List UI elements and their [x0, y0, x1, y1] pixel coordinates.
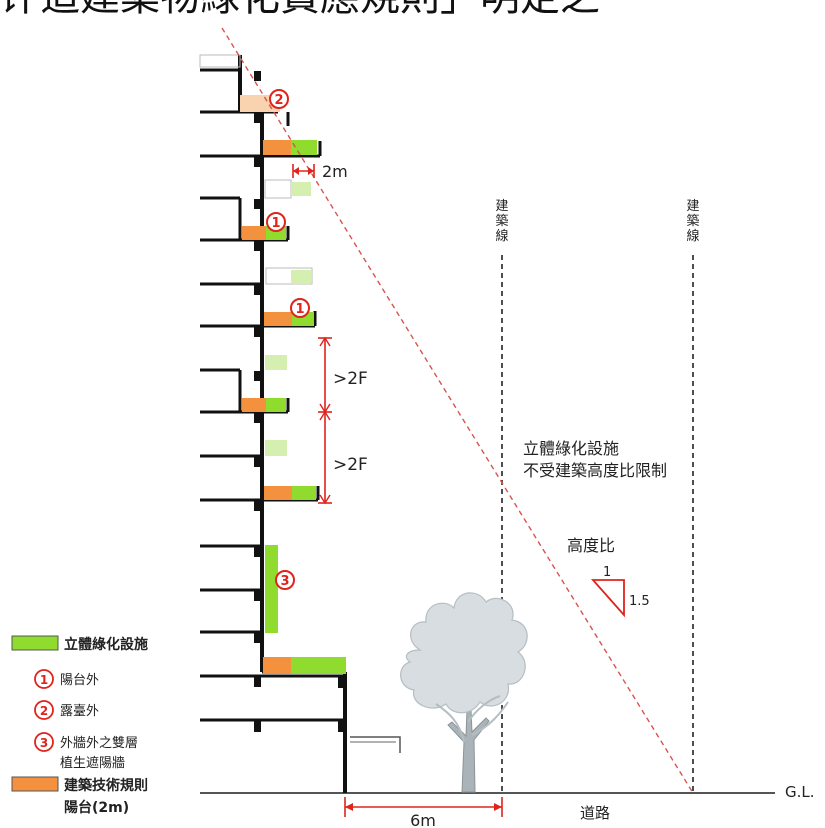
beam	[254, 501, 261, 511]
base-beam	[338, 676, 345, 688]
legend-green-swatch	[11, 635, 59, 651]
beam	[254, 327, 261, 337]
markers: 2 1 1 3	[266, 89, 310, 590]
balcony-green-light	[265, 355, 287, 370]
height-ratio-triangle	[591, 579, 625, 618]
legend-marker-3-icon	[34, 732, 54, 752]
legend-item-3-line1: 外牆外之雙層	[60, 736, 138, 751]
beam	[254, 413, 261, 423]
note-line-1: 立體綠化設施	[523, 439, 619, 458]
beam	[254, 199, 261, 209]
legend-item-3-line2: 植生遮陽牆	[60, 755, 125, 771]
legend-orange-swatch	[11, 776, 59, 792]
balcony-orange	[242, 398, 266, 412]
legend-orange-line1: 建築技術規則	[64, 777, 148, 794]
building-line-2-label: 建築線	[686, 199, 699, 244]
ratio-run: 1.5	[629, 594, 650, 609]
height-ratio-label: 高度比	[567, 536, 615, 555]
svg-text:建築線: 建築線	[686, 199, 699, 244]
legend: 立體綠化設施 1 陽台外 2 露臺外 3 外牆外之雙層 植生遮陽牆 建築技術規則…	[11, 635, 148, 816]
legend-marker-1-number: 1	[40, 673, 48, 687]
beam	[254, 157, 261, 167]
base-beam	[254, 720, 261, 732]
legend-green-label: 立體綠化設施	[64, 636, 148, 653]
dimension-2m-label: 2m	[322, 162, 348, 181]
building-line-1-label: 建築線	[495, 199, 508, 244]
legend-marker-1-icon	[34, 669, 54, 689]
roof-railing	[199, 54, 241, 68]
beam	[254, 241, 261, 251]
dimension-2f	[318, 336, 332, 505]
balcony-orange	[263, 140, 291, 155]
legend-item-1: 陽台外	[60, 673, 99, 688]
balcony-orange	[264, 486, 292, 500]
beam	[254, 457, 261, 467]
tree	[400, 592, 528, 793]
base-beam	[338, 720, 345, 732]
double-wall-marker-circle	[275, 570, 295, 590]
beam	[254, 547, 261, 557]
balcony-orange	[264, 312, 292, 326]
beam	[254, 633, 261, 643]
double-wall-marker-number: 3	[280, 574, 289, 589]
beam	[254, 71, 261, 81]
beam	[254, 677, 261, 687]
dimension-2f-lower-label: >2F	[333, 455, 368, 475]
balcony-green	[292, 486, 316, 500]
balcony-outline	[264, 179, 292, 199]
beam	[254, 285, 261, 295]
balcony-orange	[242, 226, 266, 240]
beam	[254, 591, 261, 601]
title-fragment: 评造建築物綠化費應規則」明定之	[0, 0, 600, 20]
legend-marker-2-icon	[34, 700, 54, 720]
ground-level-label: G.L.	[785, 783, 815, 801]
balcony-marker-circle	[290, 298, 310, 318]
balcony-marker-number: 1	[295, 302, 304, 317]
dimension-6m-label: 6m	[410, 811, 436, 828]
greening-boxes	[240, 95, 346, 674]
dimension-6m	[344, 797, 503, 817]
road-label: 道路	[580, 804, 610, 822]
terrace-marker-number: 2	[274, 93, 283, 108]
legend-item-2: 露臺外	[60, 704, 99, 719]
note-line-2: 不受建築高度比限制	[523, 461, 667, 480]
legend-orange-line2: 陽台(2m)	[64, 799, 129, 816]
balcony-green-light	[265, 440, 287, 456]
dimension-2m	[292, 164, 315, 178]
balcony-marker-number: 1	[271, 216, 280, 231]
bench	[350, 736, 401, 753]
podium-green	[291, 657, 346, 674]
legend-marker-3-number: 3	[40, 736, 48, 750]
podium-balcony-orange	[263, 657, 291, 674]
terrace-marker-circle	[269, 89, 289, 109]
ratio-rise: 1	[603, 565, 611, 580]
dimension-2f-upper-label: >2F	[333, 369, 368, 389]
svg-text:建築線: 建築線	[495, 199, 508, 244]
legend-marker-2-number: 2	[40, 704, 48, 718]
balcony-marker-circle	[266, 212, 286, 232]
balcony-green	[266, 398, 286, 412]
beam	[254, 371, 261, 381]
balcony-green-light	[291, 270, 311, 284]
height-ratio-line	[221, 27, 694, 794]
double-wall-green	[265, 545, 278, 633]
beam	[254, 113, 261, 123]
balcony-green-light	[291, 182, 311, 196]
